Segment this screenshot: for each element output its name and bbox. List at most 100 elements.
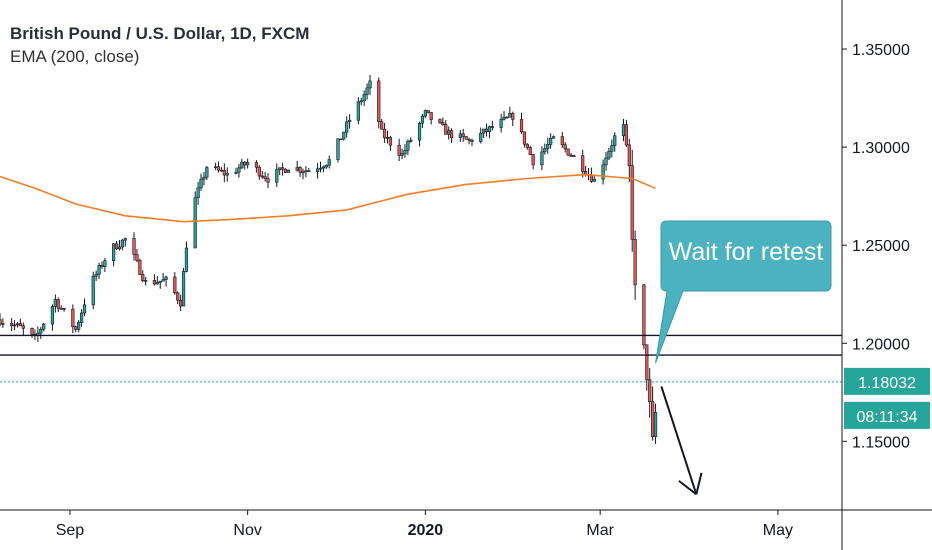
candle-body [551, 136, 556, 139]
candle-body [152, 280, 157, 285]
candle-body [508, 113, 512, 118]
candle-body [423, 110, 427, 117]
candle-body [604, 157, 608, 166]
candle-body [91, 275, 95, 306]
callout-bubble [655, 220, 832, 364]
candle-body [540, 151, 544, 166]
candle-body [345, 121, 349, 133]
candle-body [77, 322, 81, 330]
candle-body [275, 169, 279, 183]
candle-body [417, 122, 422, 141]
candle-body [318, 167, 323, 170]
candle-body [592, 178, 596, 182]
candle-body [447, 130, 451, 135]
candle-body [653, 412, 658, 437]
x-tick-label: May [763, 522, 793, 539]
ema-layer [0, 173, 656, 223]
candle-body [82, 304, 87, 314]
candle-body [356, 101, 360, 121]
down-arrow-head-1 [678, 480, 697, 496]
candle-body [470, 139, 474, 143]
candle-body [144, 280, 148, 282]
candle-body [263, 176, 267, 179]
candle-body [176, 292, 180, 301]
candle-body [546, 144, 550, 149]
x-tick-label: Nov [233, 522, 261, 539]
candle-body [283, 168, 288, 173]
candle-body [406, 141, 410, 151]
down-arrow-head-2 [695, 472, 703, 495]
candle-body [464, 136, 468, 140]
candle-body [237, 167, 241, 173]
candle-body [240, 161, 244, 169]
candle-body [246, 162, 250, 166]
candle-body [409, 139, 413, 142]
candle-body [531, 154, 535, 166]
candle-body [645, 344, 649, 381]
candle-body [12, 324, 17, 327]
candle-body [429, 112, 433, 120]
candle-body [385, 137, 390, 139]
candle-body [21, 325, 25, 329]
candle-body [627, 144, 631, 166]
candle-body [62, 308, 66, 310]
candle-body [342, 131, 346, 140]
candle-body [138, 260, 142, 275]
y-tick-label: 1.30000 [852, 140, 910, 157]
candle-body [18, 323, 22, 327]
candle-body [566, 148, 570, 156]
candle-body [359, 100, 363, 103]
candle-body [304, 170, 308, 173]
candle-body [607, 150, 611, 159]
candle-body [225, 173, 229, 176]
candle-body [120, 239, 124, 248]
indicator-label[interactable]: EMA (200, close) [10, 47, 140, 66]
candle-body [563, 144, 567, 150]
candle-body [479, 132, 483, 143]
current-price-tag [844, 367, 930, 395]
candle-body [624, 124, 629, 146]
candle-body [467, 138, 471, 141]
candle-body [158, 280, 162, 283]
candle-body [560, 136, 564, 146]
candle-body [298, 167, 302, 173]
candle-body [216, 166, 221, 171]
candle-body [114, 243, 119, 250]
candle-body [525, 143, 529, 148]
candle-body [123, 238, 127, 241]
candle-body [141, 274, 145, 281]
candle-body [112, 243, 116, 261]
candle-body [572, 155, 576, 157]
candle-body [388, 137, 393, 146]
candle-body [610, 145, 614, 152]
candle-body [397, 144, 401, 156]
candle-body [365, 87, 369, 95]
candle-body [321, 166, 325, 169]
candle-body [301, 171, 305, 174]
candle-body [543, 148, 547, 153]
candle-body [254, 162, 258, 168]
candle-body [581, 155, 585, 172]
chart-legend: British Pound / U.S. Dollar, 1D, FXCM EM… [10, 22, 309, 68]
candle-body [97, 265, 101, 275]
down-arrow-shaft [660, 386, 698, 495]
candle-body [103, 260, 107, 267]
candle-body [499, 118, 503, 128]
candle-body [199, 178, 203, 189]
candle-body [315, 168, 320, 172]
candle-body [621, 124, 626, 137]
x-tick-label: Mar [586, 522, 614, 539]
candle-body [502, 116, 506, 120]
candle-body [164, 276, 168, 280]
candle-body [161, 279, 165, 282]
candle-body [348, 119, 352, 123]
candle-body [219, 169, 224, 172]
candle-body [257, 166, 261, 177]
symbol-title[interactable]: British Pound / U.S. Dollar, 1D, FXCM [10, 24, 310, 43]
candle-body [181, 271, 186, 307]
candle-body [30, 328, 34, 335]
candle-body [243, 161, 247, 166]
candle-body [420, 115, 425, 124]
